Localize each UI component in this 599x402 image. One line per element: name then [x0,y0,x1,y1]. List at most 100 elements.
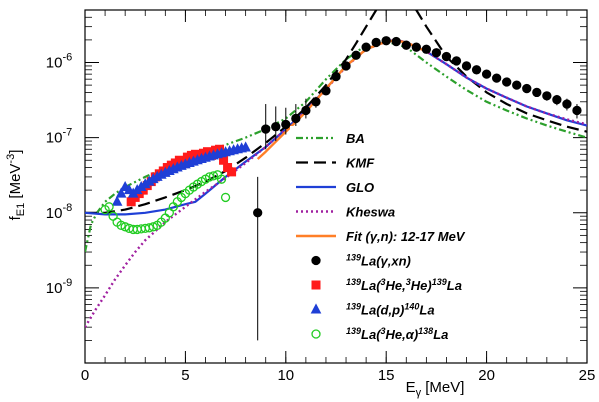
data-point-0 [311,97,321,107]
markers-layer [100,36,582,341]
x-tick-label: 25 [579,367,596,384]
legend-isotope-mass: 139 [346,326,361,336]
x-axis-title-sub: γ [416,387,422,399]
data-point-0 [351,50,361,60]
data-point-0 [441,51,452,62]
data-point-3 [220,192,231,203]
legend-isotope-mass: 3 [381,326,386,336]
data-point-1 [227,167,237,177]
y-axis-title-sub: E1 [15,203,27,216]
legend-isotope-mass: 139 [346,277,361,287]
data-point-0 [471,65,482,75]
data-point-3 [116,220,126,230]
legend-label: 139La(d,p)140La [346,302,435,318]
data-point-0 [542,91,552,101]
y-axis-title-unit-end: ] [7,150,24,154]
data-point-0 [512,80,522,90]
data-point-0 [491,73,502,83]
legend-entry: BA [296,131,365,146]
data-point-2 [240,141,251,152]
legend-isotope-mass: 3 [406,277,411,287]
y-tick-label: 10-8 [46,202,72,222]
legend-isotope-mass: 3 [381,277,386,287]
data-point-0 [381,36,391,46]
y-axis-title-main: f [7,215,24,220]
legend-isotope-mass: 139 [432,277,447,287]
legend-marker [311,329,321,339]
y-tick-label: 10-9 [46,277,72,297]
data-point-0 [361,42,371,52]
data-point-3 [216,174,227,184]
legend-label: 139La(γ,xn) [346,253,411,269]
y-tick-base: 10 [46,55,63,72]
data-point-0 [552,95,562,105]
legend-label-part: La(γ,xn) [361,254,411,269]
data-point-0 [341,61,351,71]
legend-label: KMF [346,156,375,171]
y-tick-base: 10 [46,280,63,297]
legend-label: BA [346,131,365,146]
x-tick-label: 15 [378,367,395,384]
data-point-2 [111,195,123,206]
data-point-0 [431,48,442,58]
legend-label-part: La( [361,327,382,342]
y-tick-base: 10 [46,205,63,222]
data-point-3 [104,202,114,212]
legend-entry: 139La(3He,α)138La [311,326,448,342]
legend-label-part: He, [386,278,406,293]
legend-entry: Kheswa [296,205,395,220]
legend-label: Kheswa [346,205,395,220]
data-point-0 [522,83,532,94]
data-point-0 [331,71,341,82]
y-tick-base: 10 [46,130,63,147]
legend-label: 139La(3He,3He)139La [346,277,462,293]
data-point-0 [261,124,271,134]
data-point-3 [120,222,130,232]
legend-label-part: La [447,278,462,293]
data-point-3 [148,222,158,232]
data-point-0 [461,61,472,71]
data-point-0 [481,69,492,79]
data-point-0 [291,113,301,124]
legend-label: 139La(3He,α)138La [346,326,448,342]
y-tick-exponent: -7 [62,127,72,139]
legend-marker [311,255,321,266]
data-point-0 [421,44,432,54]
data-point-0 [371,37,381,48]
legend-marker [310,303,322,314]
y-tick-exponent: -6 [62,52,72,64]
legend-entry: 139La(γ,xn) [311,253,411,269]
data-point-0 [253,208,263,218]
data-point-0 [301,105,311,116]
legend-isotope-mass: 139 [346,253,361,263]
data-point-3 [144,223,154,233]
y-tick-label: 10-7 [46,127,72,147]
legend-label-part: He,α) [386,327,419,342]
x-tick-label: 5 [181,367,189,384]
data-point-0 [451,56,462,66]
x-tick-label: 20 [478,367,495,384]
legend-label-part: He) [411,278,432,293]
y-axis-title-unit: [MeV [7,164,24,203]
y-axis-title: fE1 [MeV-3] [5,150,27,221]
x-axis-title: Eγ [MeV] [406,379,465,399]
legend-label: Fit (γ,n): 12-17 MeV [346,229,466,244]
data-point-0 [271,122,281,132]
legend-entry: 139La(3He,3He)139La [311,277,462,293]
data-point-0 [532,87,542,98]
legend-label-part: La [433,327,448,342]
legend-entry: KMF [296,156,375,171]
x-tick-label: 0 [81,367,89,384]
legend-entry: Fit (γ,n): 12-17 MeV [296,229,466,244]
x-axis-title-main: E [406,379,416,396]
data-point-0 [401,40,411,50]
legend-label-part: La [419,303,434,318]
data-point-0 [281,119,291,130]
data-point-0 [321,86,331,96]
y-axis-title-unit-sup: -3 [5,154,17,164]
legend-label-part: La(d,p) [361,303,404,318]
legend-entry: GLO [296,180,374,195]
x-tick-label: 10 [277,367,294,384]
